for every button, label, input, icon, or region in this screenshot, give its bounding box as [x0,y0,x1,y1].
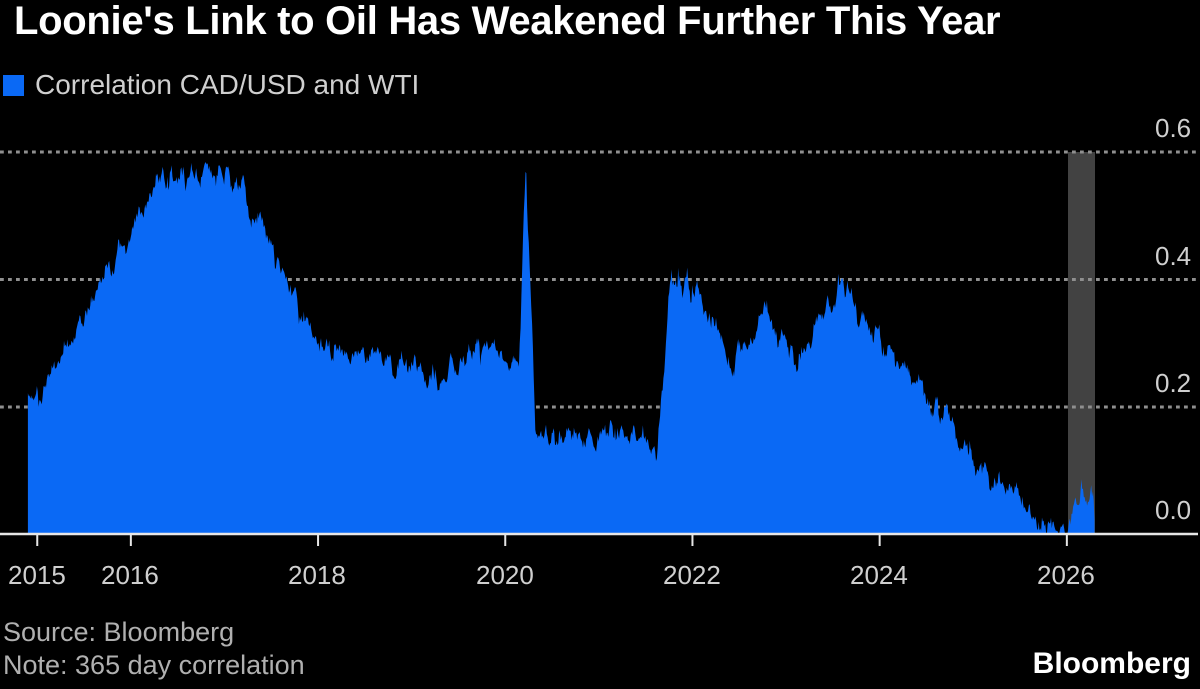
svg-text:2018: 2018 [288,560,346,590]
svg-text:2016: 2016 [101,560,159,590]
svg-text:2020: 2020 [476,560,534,590]
svg-text:2015: 2015 [8,560,66,590]
svg-text:2022: 2022 [663,560,721,590]
svg-text:0.2: 0.2 [1155,368,1191,398]
svg-text:2024: 2024 [850,560,908,590]
svg-text:0.4: 0.4 [1155,241,1191,271]
svg-text:0.0: 0.0 [1155,495,1191,525]
svg-text:0.6: 0.6 [1155,113,1191,143]
svg-text:2026: 2026 [1037,560,1095,590]
